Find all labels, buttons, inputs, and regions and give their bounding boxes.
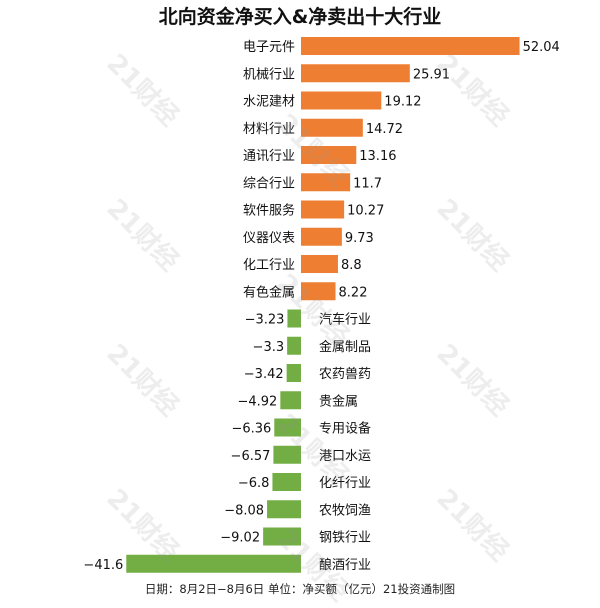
bar — [273, 445, 301, 464]
bar — [301, 64, 410, 83]
value-label: 8.8 — [341, 258, 362, 273]
value-label: −9.02 — [220, 531, 260, 546]
category-label: 水泥建材 — [243, 95, 295, 110]
bar — [286, 364, 301, 382]
category-label: 港口水运 — [319, 449, 371, 464]
category-label: 贵金属 — [319, 393, 358, 409]
value-label: −6.57 — [231, 449, 271, 464]
value-label: −3.3 — [253, 340, 285, 355]
category-label: 酿酒行业 — [319, 557, 371, 573]
bar — [272, 473, 301, 491]
category-label: 金属制品 — [319, 339, 371, 355]
bar — [301, 37, 520, 55]
bar — [301, 255, 338, 273]
value-label: 19.12 — [384, 95, 421, 110]
value-label: 14.72 — [366, 122, 403, 137]
bar — [287, 336, 301, 355]
value-label: −8.08 — [224, 503, 264, 518]
value-label: −6.8 — [238, 476, 270, 491]
category-label: 有色金属 — [243, 284, 295, 300]
value-label: 25.91 — [413, 67, 450, 82]
category-label: 专用设备 — [319, 421, 371, 437]
bar — [287, 309, 301, 328]
category-label: 材料行业 — [243, 122, 295, 137]
category-label: 化纤行业 — [319, 476, 371, 491]
category-label: 化工行业 — [243, 258, 295, 273]
category-label: 仪器仪表 — [243, 231, 295, 246]
bar — [280, 391, 301, 410]
value-label: −4.92 — [237, 394, 277, 409]
bar — [274, 418, 301, 437]
value-label: 8.22 — [339, 285, 368, 300]
bar — [126, 554, 301, 573]
bar — [301, 146, 357, 164]
value-label: −3.23 — [245, 313, 285, 328]
bar — [301, 118, 363, 137]
bar — [301, 227, 342, 246]
value-label: −3.42 — [244, 367, 284, 382]
category-label: 综合行业 — [243, 176, 295, 191]
bar — [301, 200, 345, 219]
chart-title: 北向资金净买入&净卖出十大行业 — [158, 6, 442, 28]
bar — [301, 91, 382, 110]
category-label: 钢铁行业 — [319, 531, 371, 546]
bar — [301, 173, 351, 192]
bar — [267, 500, 301, 519]
category-label: 机械行业 — [243, 67, 295, 82]
category-label: 汽车行业 — [319, 312, 371, 328]
category-label: 农牧饲渔 — [319, 503, 371, 518]
chart-footer: 日期：8月2日−8月6日 单位：净买额（亿元）21投资通制图 — [144, 582, 456, 596]
category-label: 软件服务 — [243, 203, 295, 219]
value-label: −41.6 — [83, 558, 123, 573]
value-label: 9.73 — [345, 231, 374, 246]
value-label: 11.7 — [353, 176, 382, 191]
value-label: 10.27 — [347, 204, 384, 219]
value-label: 13.16 — [359, 149, 396, 164]
category-label: 电子元件 — [243, 40, 295, 55]
value-label: −6.36 — [231, 422, 271, 437]
bar — [301, 282, 336, 301]
category-label: 通讯行业 — [243, 149, 295, 164]
value-label: 52.04 — [523, 40, 560, 55]
bar — [263, 527, 301, 546]
category-label: 农药兽药 — [319, 367, 371, 382]
